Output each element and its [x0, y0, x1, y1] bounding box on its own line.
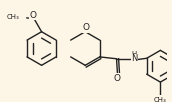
Text: H: H [132, 51, 137, 57]
Text: O: O [83, 23, 90, 32]
Text: CH₃: CH₃ [154, 97, 167, 102]
Text: O: O [30, 11, 37, 20]
Text: O: O [114, 74, 121, 83]
Text: CH₃: CH₃ [6, 14, 19, 20]
Text: N: N [131, 54, 137, 63]
